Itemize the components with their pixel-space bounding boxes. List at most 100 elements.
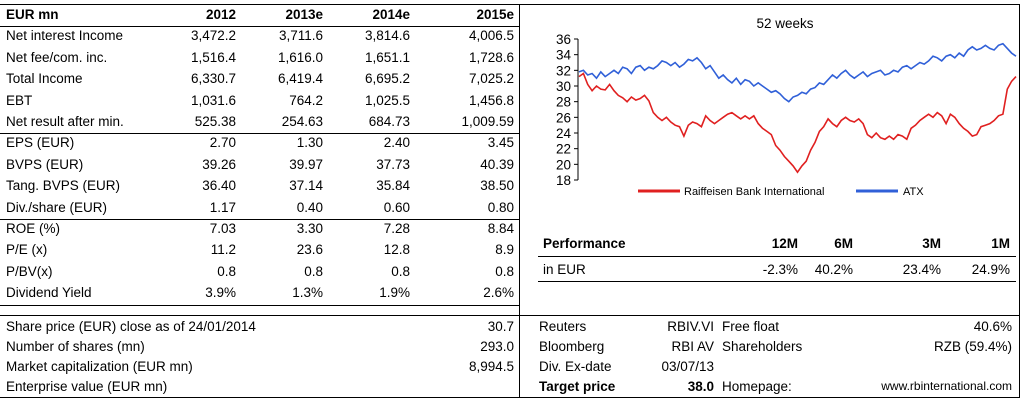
metric-value: 3.45 [487,135,514,151]
metric-value: 3,472.2 [190,28,236,44]
metric-value: 1,651.1 [364,49,410,65]
metric-value: 0.8 [217,263,236,279]
metric-label: EPS (EUR) [6,135,75,151]
performance-row-label: in EUR [543,262,586,277]
metric-value: 23.6 [296,242,323,258]
metric-value: 8.9 [495,242,514,258]
performance-title: Performance [543,236,626,251]
metric-value: 7,025.2 [468,71,514,87]
metric-value: 254.63 [281,114,323,129]
metric-value: 6,419.4 [277,71,323,87]
series-line-rbi [578,72,1017,174]
info-value: RBIV.VI [667,319,714,334]
performance-period: 1M [991,236,1010,251]
rule-line [538,256,1016,257]
info-value-2 [820,356,1012,377]
chart-title: 52 weeks [756,16,813,31]
metric-value: 3,814.6 [364,28,410,44]
y-tick-label: 34 [556,48,572,63]
metric-value: 0.80 [487,199,514,215]
rule-line [519,4,520,397]
metric-value: 764.2 [289,92,323,108]
y-tick-label: 24 [556,126,572,141]
metric-label: BVPS (EUR) [6,156,84,172]
metric-value: 1,031.6 [190,92,236,108]
table-header-year: 2014e [372,7,410,22]
metric-value: 6,330.7 [190,71,236,87]
info-label: Target price [539,379,616,394]
metric-label: Tang. BVPS (EUR) [6,178,121,194]
metric-label: Total Income [6,71,83,87]
table-header-year: 2015e [476,7,514,22]
performance-period: 12M [771,236,798,251]
metric-value: 39.26 [202,156,236,172]
series-layer [578,42,1017,174]
rule-line [0,315,1020,316]
rule-line [0,133,519,135]
table-header-year: 2012 [205,7,236,22]
metric-value: 525.38 [194,114,236,129]
metric-value: 0.40 [296,199,323,215]
metric-label: Net fee/com. inc. [6,49,108,65]
info-value-2: 40.6% [973,319,1012,334]
metric-value: 1,456.8 [468,92,514,108]
metric-label: Net result after min. [6,114,124,129]
metric-value: 7.03 [209,221,236,236]
y-tick-label: 36 [556,32,571,47]
metric-value: 0.8 [304,263,323,279]
legend-label: Raiffeisen Bank International [684,186,824,198]
rule-line [0,304,519,306]
performance-value: 24.9% [971,262,1010,277]
metric-value: 2.6% [483,285,514,301]
rule-line [0,219,519,220]
info-label: Div. Ex-date [539,359,612,374]
performance-value: -2.3% [762,262,798,277]
metric-label: Div./share (EUR) [6,199,108,215]
metric-value: 1.30 [296,135,323,151]
metric-value: 4,006.5 [468,28,514,44]
metric-value: 3.30 [296,221,323,236]
metric-value: 1.9% [379,285,410,301]
rule-line [0,4,1020,5]
rule-line [538,281,1016,282]
y-tick-label: 22 [556,142,571,157]
metric-value: 3.9% [205,285,236,301]
metric-value: 0.60 [383,199,410,215]
info-label-2: Homepage: [722,379,792,394]
y-tick-label: 28 [556,95,571,110]
metric-value: 2.40 [383,135,410,151]
metric-value: 1,516.4 [190,49,236,65]
market-label: Share price (EUR) close as of 24/01/2014 [6,319,256,334]
metric-value: 40.39 [480,156,514,172]
metric-label: P/BV(x) [6,263,53,279]
market-label: Market capitalization (EUR mn) [6,359,193,374]
market-value: 293.0 [480,339,514,354]
metric-value: 0.8 [495,263,514,279]
metric-value: 1,009.59 [461,114,514,129]
metric-value: 11.2 [210,242,236,258]
metric-value: 12.8 [383,242,410,258]
metric-value: 6,695.2 [364,71,410,87]
metric-value: 684.73 [368,114,410,129]
metric-value: 1,728.6 [468,49,514,65]
metric-value: 1,616.0 [277,49,323,65]
metric-value: 0.8 [391,263,410,279]
metric-value: 1,025.5 [364,92,410,108]
metric-label: P/E (x) [6,242,48,258]
metric-label: EBT [6,92,33,108]
info-label: Reuters [539,319,587,334]
metric-value: 1.17 [209,199,236,215]
market-label: Enterprise value (EUR mn) [6,379,168,394]
chart-legend: Raiffeisen Bank International ATX [638,186,924,198]
info-label-2: Shareholders [722,339,803,354]
info-label-2: Free float [722,319,780,334]
info-value-2: www.rbinternational.com [881,379,1012,393]
market-value: 30.7 [487,319,514,334]
info-value-2: RZB (59.4%) [933,339,1012,354]
metric-value: 35.84 [376,178,410,194]
market-value [420,376,514,397]
table-header-year: 2013e [285,7,323,22]
performance-period: 6M [834,236,853,251]
market-label: Number of shares (mn) [6,339,145,354]
table-header-label: EUR mn [6,7,59,22]
